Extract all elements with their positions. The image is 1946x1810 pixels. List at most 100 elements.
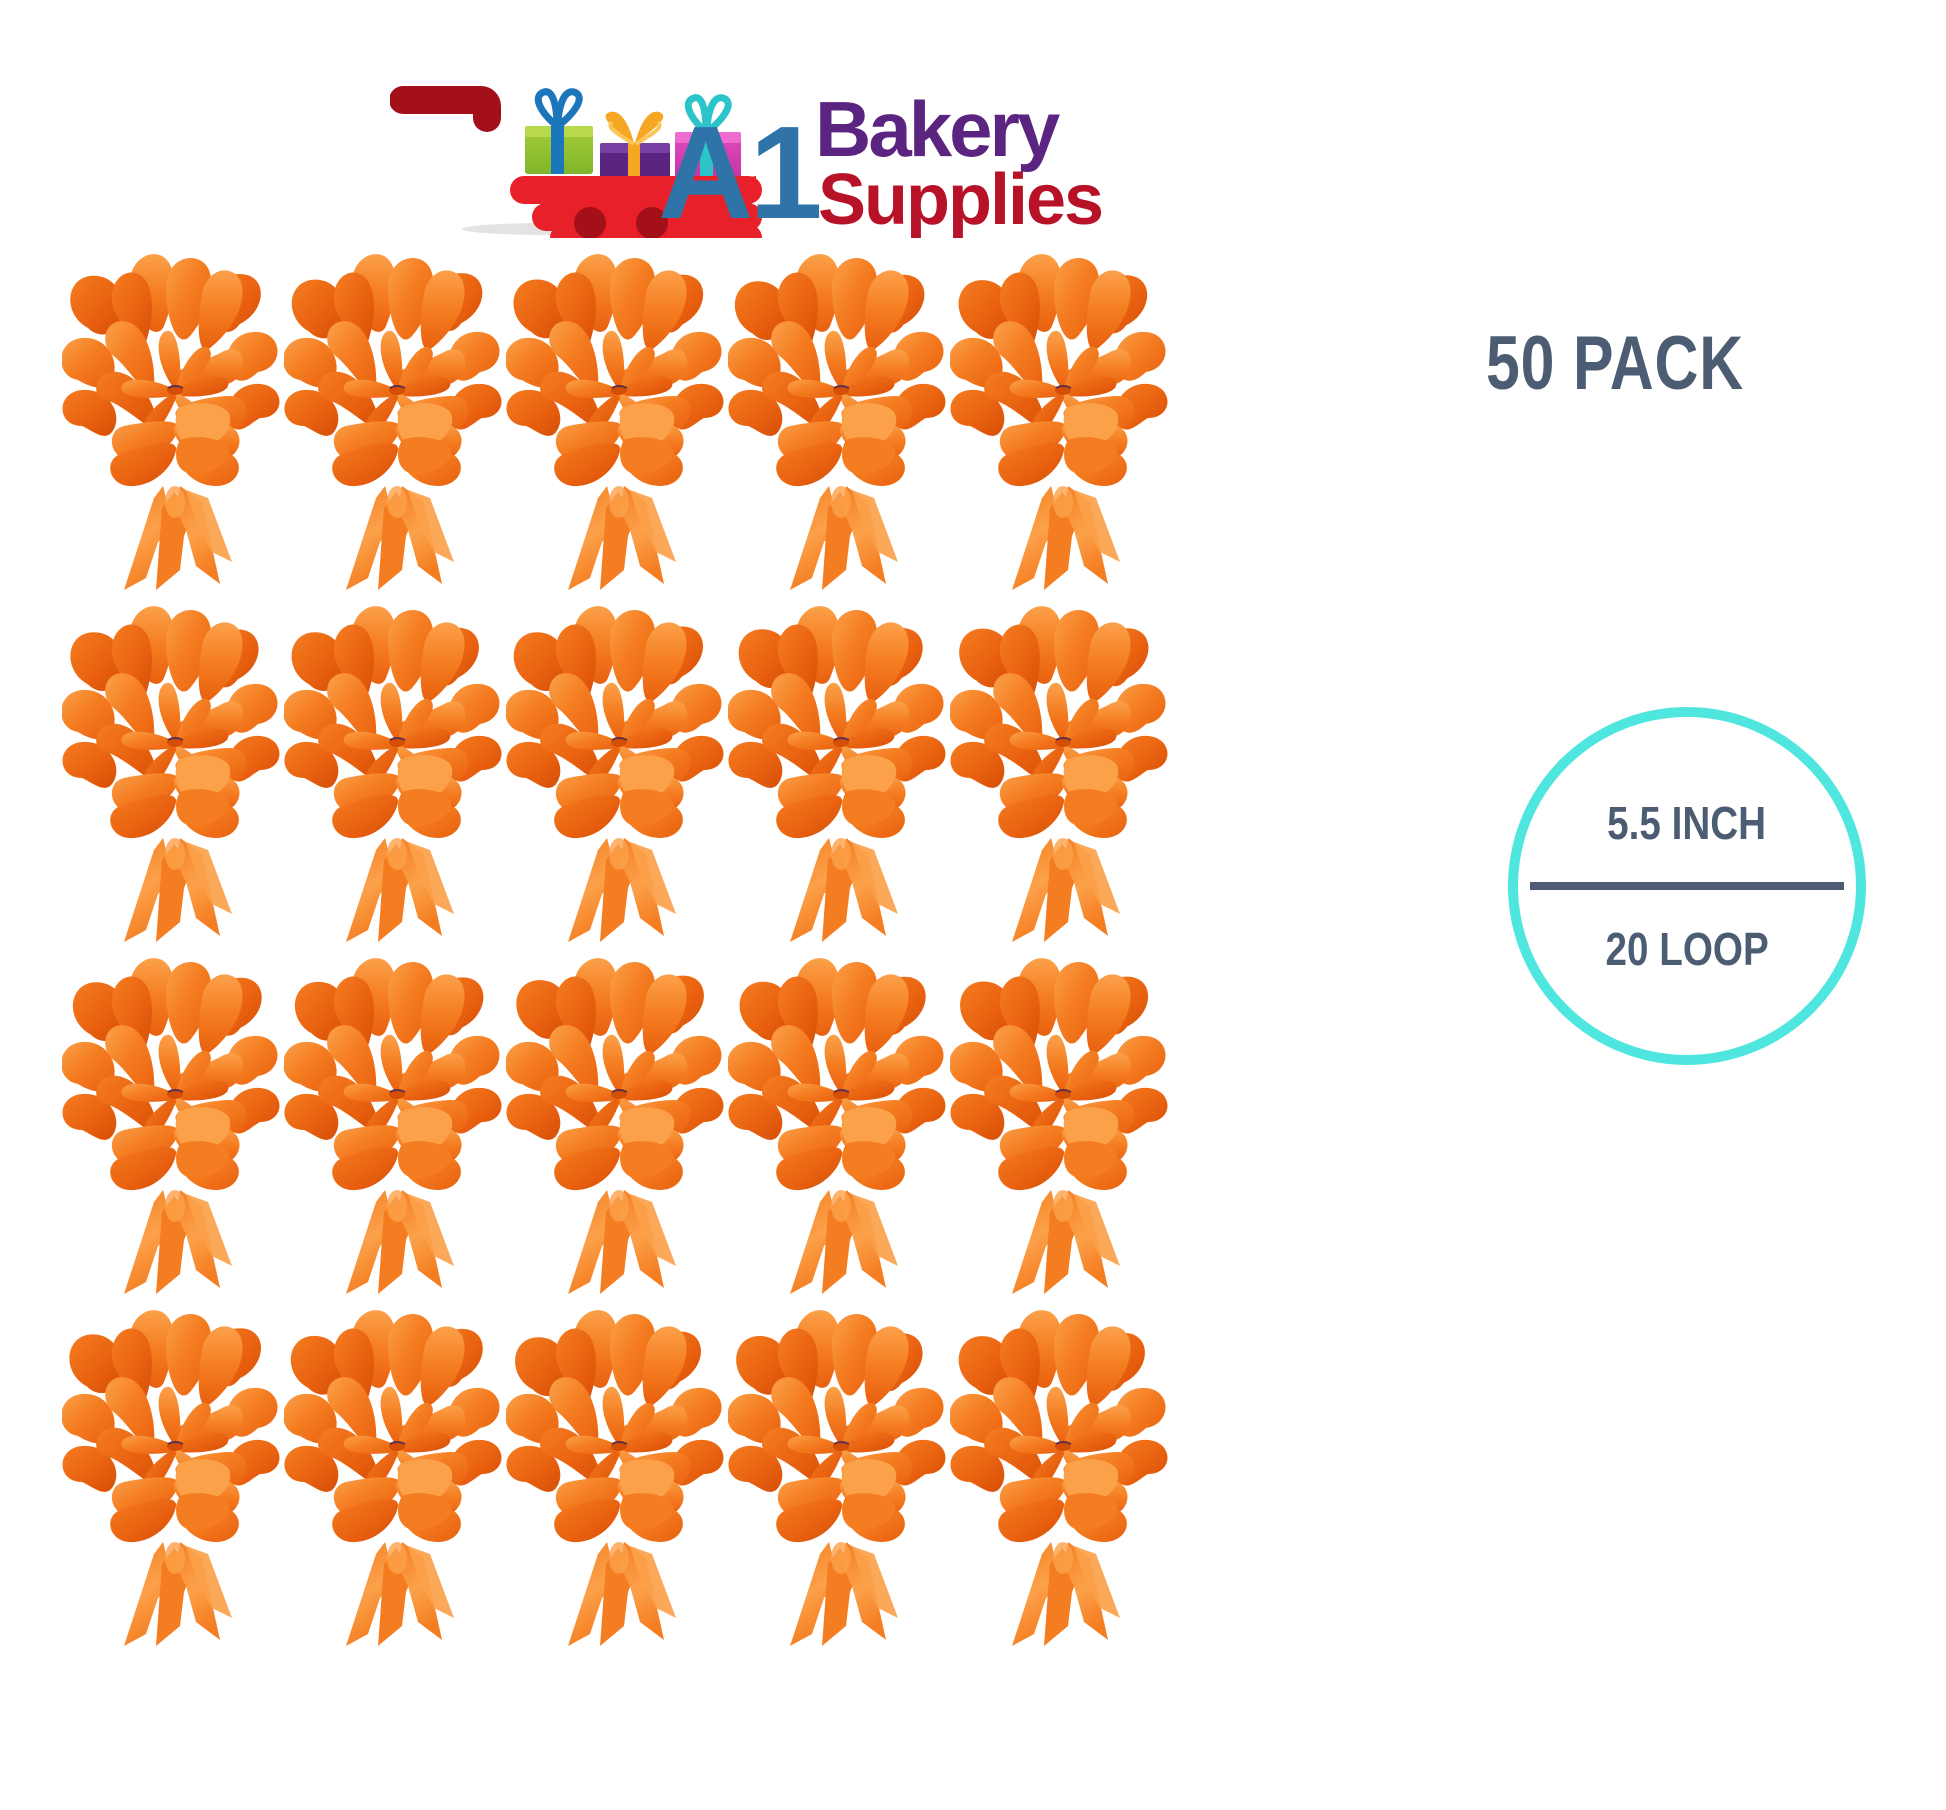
bow-lower-loops bbox=[998, 755, 1128, 839]
bow-tails bbox=[568, 486, 676, 590]
badge-divider bbox=[1530, 882, 1844, 890]
bow-upper-loops bbox=[111, 958, 243, 1054]
bow-item-17 bbox=[284, 1296, 514, 1646]
bow-lower-loops bbox=[110, 1459, 240, 1543]
brand-logo: A1 Bakery Supplies bbox=[390, 48, 1130, 238]
bow-upper-loops bbox=[333, 958, 465, 1054]
bow-tails bbox=[790, 486, 898, 590]
bow-item-19 bbox=[728, 1296, 958, 1646]
bow-tails bbox=[790, 1190, 898, 1294]
bow-item-10 bbox=[950, 592, 1180, 942]
bow-tails bbox=[1012, 1190, 1120, 1294]
pack-count-label: 50 PACK bbox=[1486, 321, 1744, 406]
bow-item-13 bbox=[506, 944, 736, 1294]
bow-item-7 bbox=[284, 592, 514, 942]
bow-upper-loops bbox=[999, 1310, 1131, 1406]
bow-lower-loops bbox=[776, 403, 906, 487]
bow-item-4 bbox=[728, 240, 958, 590]
bow-tails bbox=[790, 838, 898, 942]
bow-item-20 bbox=[950, 1296, 1180, 1646]
gift-box-green bbox=[525, 88, 593, 174]
bow-tails bbox=[1012, 838, 1120, 942]
bow-lower-loops bbox=[110, 1107, 240, 1191]
bow-upper-loops bbox=[999, 254, 1131, 350]
bow-upper-loops bbox=[333, 1310, 465, 1406]
cart-handle-icon bbox=[390, 86, 501, 132]
bow-upper-loops bbox=[111, 1310, 243, 1406]
bow-tails bbox=[124, 1542, 232, 1646]
bow-lower-loops bbox=[332, 1459, 462, 1543]
bow-upper-loops bbox=[555, 254, 687, 350]
bow-upper-loops bbox=[777, 606, 909, 702]
bow-lower-loops bbox=[332, 755, 462, 839]
bow-lower-loops bbox=[998, 403, 1128, 487]
bow-lower-loops bbox=[554, 755, 684, 839]
bow-item-1 bbox=[62, 240, 292, 590]
bow-tails bbox=[346, 838, 454, 942]
bow-item-2 bbox=[284, 240, 514, 590]
bow-upper-loops bbox=[333, 254, 465, 350]
bow-item-3 bbox=[506, 240, 736, 590]
bow-upper-loops bbox=[999, 958, 1131, 1054]
bow-item-5 bbox=[950, 240, 1180, 590]
bow-center-petals bbox=[343, 682, 451, 788]
gift-box-purple bbox=[600, 111, 670, 183]
bow-tails bbox=[124, 838, 232, 942]
bow-tails bbox=[790, 1542, 898, 1646]
bow-outer-loops bbox=[950, 275, 1168, 436]
bow-upper-loops bbox=[777, 1310, 909, 1406]
bow-item-15 bbox=[950, 944, 1180, 1294]
logo-text-a1: A1 bbox=[658, 99, 819, 238]
bow-tails bbox=[124, 1190, 232, 1294]
bow-lower-loops bbox=[776, 1459, 906, 1543]
bow-lower-loops bbox=[776, 755, 906, 839]
bow-upper-loops bbox=[333, 606, 465, 702]
logo-text-bakery: Bakery bbox=[815, 85, 1060, 173]
bow-upper-loops bbox=[777, 958, 909, 1054]
badge-size-label: 5.5 INCH bbox=[1607, 797, 1767, 849]
product-bow-grid bbox=[0, 240, 1280, 1700]
logo-text-supplies: Supplies bbox=[818, 160, 1102, 238]
bow-tails bbox=[568, 1190, 676, 1294]
bow-upper-loops bbox=[555, 958, 687, 1054]
bow-tails bbox=[346, 486, 454, 590]
spec-badge: 5.5 INCH 20 LOOP bbox=[1508, 707, 1866, 1065]
bow-lower-loops bbox=[110, 755, 240, 839]
bow-lower-loops bbox=[332, 1107, 462, 1191]
bow-tails bbox=[124, 486, 232, 590]
bow-upper-loops bbox=[111, 254, 243, 350]
callout-panel: 50 PACK 5.5 INCH 20 LOOP bbox=[1290, 240, 1940, 1240]
bow-lower-loops bbox=[998, 1459, 1128, 1543]
bow-lower-loops bbox=[776, 1107, 906, 1191]
bow-item-16 bbox=[62, 1296, 292, 1646]
bow-item-11 bbox=[62, 944, 292, 1294]
bow-tails bbox=[1012, 1542, 1120, 1646]
bow-item-14 bbox=[728, 944, 958, 1294]
bow-item-9 bbox=[728, 592, 958, 942]
bow-lower-loops bbox=[110, 403, 240, 487]
cart-wheel-right bbox=[636, 207, 668, 238]
bow-lower-loops bbox=[554, 1107, 684, 1191]
bow-lower-loops bbox=[554, 1459, 684, 1543]
bow-lower-loops bbox=[332, 403, 462, 487]
bow-item-8 bbox=[506, 592, 736, 942]
bow-tails bbox=[1012, 486, 1120, 590]
bow-tails bbox=[568, 1542, 676, 1646]
bow-item-12 bbox=[284, 944, 514, 1294]
cart-wheel-left bbox=[574, 207, 606, 238]
bow-upper-loops bbox=[111, 606, 243, 702]
bow-lower-loops bbox=[998, 1107, 1128, 1191]
bow-upper-loops bbox=[999, 606, 1131, 702]
bow-tails bbox=[346, 1542, 454, 1646]
bow-center-petals bbox=[343, 330, 451, 436]
badge-loop-label: 20 LOOP bbox=[1605, 923, 1769, 975]
bow-upper-loops bbox=[555, 1310, 687, 1406]
gift-box-magenta bbox=[675, 94, 741, 182]
bow-lower-loops bbox=[554, 403, 684, 487]
bow-tails bbox=[568, 838, 676, 942]
bow-upper-loops bbox=[555, 606, 687, 702]
bow-item-18 bbox=[506, 1296, 736, 1646]
bow-item-6 bbox=[62, 592, 292, 942]
bow-upper-loops bbox=[777, 254, 909, 350]
bow-tails bbox=[346, 1190, 454, 1294]
